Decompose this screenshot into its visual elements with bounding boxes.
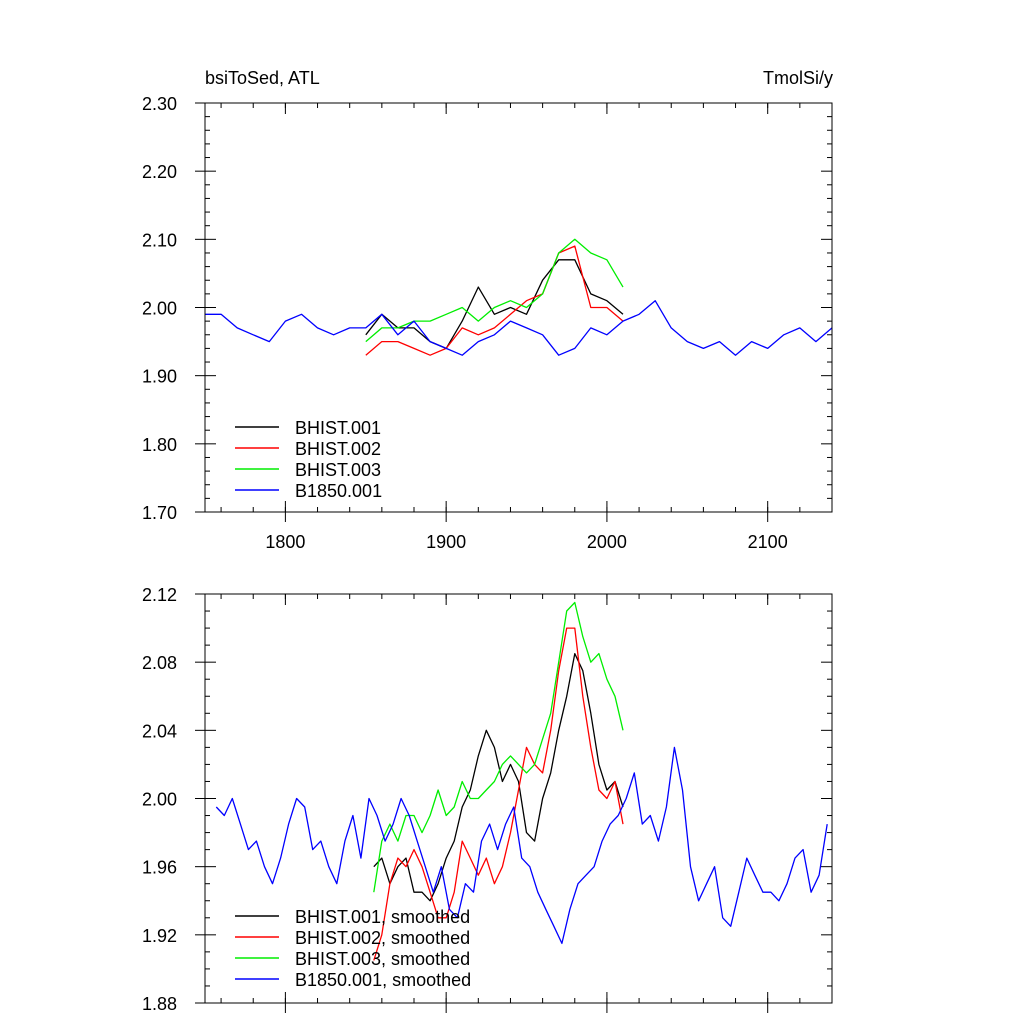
series-line-bhist-001	[365, 259, 624, 350]
legend-label-bhist-003: BHIST.003	[295, 460, 381, 480]
x-tick-label: 2100	[748, 532, 788, 552]
y-tick-label: 2.04	[142, 721, 177, 741]
legend-label-bhist-003-smoothed: BHIST.003, smoothed	[295, 949, 470, 969]
y-tick-label: 1.92	[142, 926, 177, 946]
top-panel-frame	[204, 102, 833, 513]
y-tick-label: 2.20	[142, 162, 177, 182]
y-tick-label: 2.08	[142, 653, 177, 673]
top-panel-units-label: TmolSi/y	[763, 68, 833, 88]
series-line-bhist-001-smoothed	[373, 652, 624, 902]
series-line-b1850-001-smoothed	[215, 746, 828, 945]
bottom-panel-frame	[204, 593, 833, 1004]
top-panel-plot-area	[205, 238, 833, 356]
top-panel-title: bsiToSed, ATL	[205, 68, 320, 88]
series-line-bhist-002-smoothed	[373, 627, 624, 961]
bottom-panel-plot-area	[215, 601, 828, 961]
y-tick-label: 1.96	[142, 858, 177, 878]
x-tick-label: 1800	[265, 532, 305, 552]
legend-label-b1850-001: B1850.001	[295, 481, 382, 501]
y-tick-label: 2.10	[142, 230, 177, 250]
x-tick-label: 2000	[587, 532, 627, 552]
bottom-panel-axes: 1.88 1.92 1.96 2.00 2.04 2.08 2.12	[142, 585, 833, 1014]
top-panel-axes: 1800 1900 2000 2100 1.70 1.80 1.90 2.00 2.10 2.20…	[142, 94, 833, 552]
y-tick-label: 2.00	[142, 790, 177, 810]
x-tick-label: 1900	[426, 532, 466, 552]
legend-label-b1850-001-smoothed: B1850.001, smoothed	[295, 970, 471, 990]
bottom-panel: 1.88 1.92 1.96 2.00 2.04 2.08 2.12 BHIST.001, …	[142, 585, 833, 1014]
series-line-bhist-002	[365, 245, 624, 356]
y-tick-label: 1.70	[142, 503, 177, 523]
legend-label-bhist-002: BHIST.002	[295, 439, 381, 459]
series-line-bhist-003-smoothed	[373, 601, 624, 893]
y-tick-label: 1.90	[142, 367, 177, 387]
series-line-b1850-001	[205, 300, 833, 356]
y-tick-label: 2.12	[142, 585, 177, 605]
legend-label-bhist-001: BHIST.001	[295, 418, 381, 438]
top-panel: bsiToSed, ATL TmolSi/y 1800 1900 2000 21001…	[142, 68, 833, 552]
y-tick-label: 1.80	[142, 435, 177, 455]
series-line-bhist-003	[365, 238, 624, 343]
y-tick-label: 1.88	[142, 994, 177, 1014]
legend-label-bhist-002-smoothed: BHIST.002, smoothed	[295, 928, 470, 948]
y-tick-label: 2.30	[142, 94, 177, 114]
y-tick-label: 2.00	[142, 299, 177, 319]
legend-label-bhist-001-smoothed: BHIST.001, smoothed	[295, 907, 470, 927]
